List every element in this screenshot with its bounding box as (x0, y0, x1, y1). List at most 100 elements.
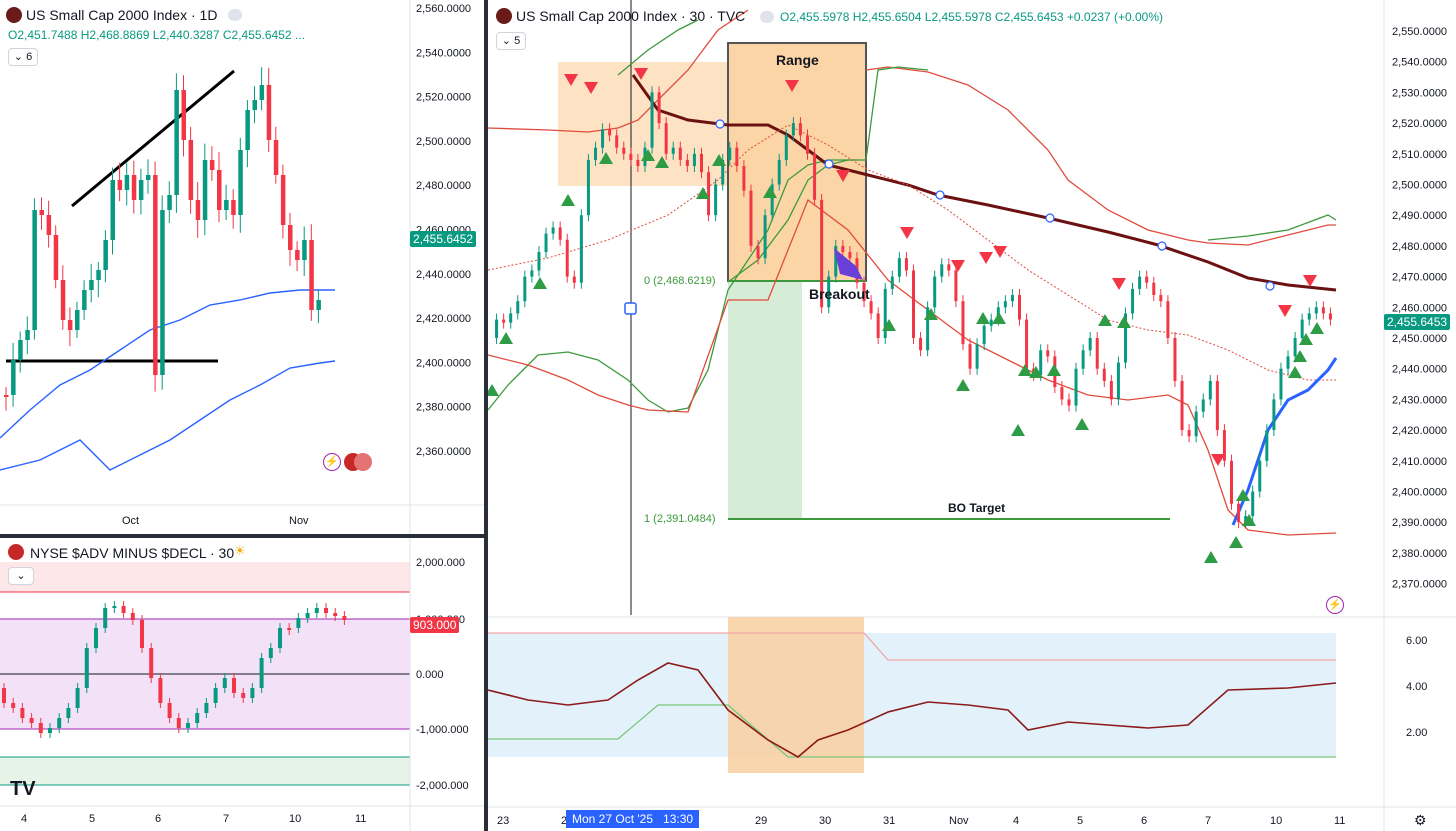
main-candle (968, 344, 972, 369)
breadth-candle (38, 723, 43, 733)
main-candle (678, 147, 682, 160)
main-candle (784, 135, 788, 160)
main-candle (1116, 362, 1120, 400)
breadth-chart-pane[interactable]: 2,000.0001,000.0000.000-1,000.000-2,000.… (0, 538, 484, 831)
breadth-candle (167, 703, 172, 718)
main-candle (558, 227, 562, 240)
main-chart-pane[interactable]: 2,550.0000 2,540.0000 2,530.0000 2,520.0000… (488, 0, 1456, 831)
buy-signal-marker (488, 384, 499, 396)
daily-candle (174, 90, 179, 195)
daily-chart-pane[interactable]: 2,560.0000 2,540.0000 2,520.0000 2,500.0000… (0, 0, 484, 534)
daily-candle (224, 200, 229, 210)
main-candle (1251, 491, 1255, 517)
breadth-candle (287, 628, 292, 630)
breadth-candle (84, 648, 89, 688)
dotted-midline (488, 124, 1336, 381)
main-x-tick: 23 (497, 815, 509, 827)
breadth-candle (232, 678, 236, 693)
daily-y-tick: 2,380.0000 (416, 402, 471, 414)
daily-candle (4, 395, 9, 397)
daily-indicators-toggle[interactable]: ⌄ 6 (8, 48, 38, 66)
tradingview-logo[interactable]: TV (10, 778, 36, 800)
eye-icon[interactable] (760, 11, 774, 23)
buy-signal-marker (1117, 316, 1131, 328)
daily-ohlc: O2,451.7488 H2,468.8869 L2,440.3287 C2,4… (8, 28, 305, 42)
breadth-candle (195, 713, 200, 723)
main-candle (1265, 430, 1269, 461)
main-x-tick: Nov (949, 815, 969, 827)
daily-y-tick: 2,540.0000 (416, 47, 471, 59)
main-y-tick: 2,400.0000 (1392, 487, 1447, 499)
breadth-y-tick: 0.000 (416, 669, 444, 681)
daily-candle (46, 215, 52, 235)
breadth-x-tick: 4 (21, 813, 27, 825)
breadth-candle (176, 718, 181, 728)
main-candle (1166, 301, 1170, 338)
breadth-y-tick: -2,000.000 (416, 780, 469, 792)
main-candle (1124, 313, 1127, 363)
us-flag-icon[interactable] (344, 453, 372, 471)
main-candle (1321, 307, 1325, 314)
breadth-candle (268, 648, 273, 658)
buy-signal-marker (992, 312, 1006, 324)
daily-candle (231, 200, 236, 215)
main-candle (798, 123, 802, 136)
sell-signal-marker (1303, 275, 1317, 287)
daily-candle (195, 200, 201, 220)
main-candle (1180, 380, 1184, 431)
buy-signal-marker (1018, 364, 1032, 376)
horizontal-divider[interactable] (0, 534, 484, 538)
buy-signal-marker (976, 312, 990, 324)
breadth-candle (48, 728, 52, 733)
sell-signal-marker (951, 260, 965, 272)
main-y-tick: 2,450.0000 (1392, 333, 1447, 345)
main-y-tick: 2,550.0000 (1392, 26, 1447, 38)
main-x-tick: 7 (1205, 815, 1211, 827)
main-y-tick: 2,480.0000 (1392, 241, 1447, 253)
daily-y-tick: 2,520.0000 (416, 92, 471, 104)
main-candle (989, 319, 993, 326)
breakout-green-fill (728, 281, 802, 519)
lightning-icon[interactable]: ⚡ (1326, 596, 1344, 614)
daily-candle (295, 250, 300, 260)
daily-candle (209, 160, 215, 170)
daily-candle (259, 85, 265, 100)
daily-chart-svg: 2,560.0000 2,540.0000 2,520.0000 2,500.0000… (0, 0, 484, 534)
upper-band-green-3 (1207, 214, 1337, 241)
daily-candle (25, 330, 30, 340)
eye-icon[interactable] (228, 9, 242, 21)
breadth-candle (75, 688, 80, 708)
sell-signal-marker (900, 227, 914, 239)
daily-candle (160, 210, 165, 375)
main-candle (1314, 307, 1318, 314)
breadth-candle (324, 608, 328, 613)
main-candle (495, 319, 499, 338)
settings-gear-icon[interactable]: ⚙ (1414, 812, 1427, 828)
osc-green-lower (488, 704, 1336, 758)
breadth-candle (342, 616, 347, 620)
main-candle (537, 252, 541, 271)
daily-candle (181, 90, 186, 140)
vertical-divider[interactable] (484, 0, 488, 831)
breadth-chart-svg: 2,000.0001,000.0000.000-1,000.000-2,000.… (0, 538, 484, 831)
breadth-x-tick: 6 (155, 813, 161, 825)
buy-signal-marker (1047, 364, 1061, 376)
main-y-tick: 2,490.0000 (1392, 210, 1447, 222)
breadth-collapse-button[interactable]: ⌄ (8, 567, 34, 585)
main-candle (1131, 288, 1135, 314)
main-candle (657, 92, 661, 124)
sell-signal-marker (1211, 454, 1225, 466)
main-candle (650, 92, 654, 148)
main-candle (629, 153, 633, 160)
main-y-tick: 2,420.0000 (1392, 425, 1447, 437)
daily-y-tick: 2,400.0000 (416, 357, 471, 369)
sell-signal-marker (634, 68, 648, 80)
lightning-icon[interactable]: ⚡ (323, 453, 341, 471)
main-indicators-toggle[interactable]: ⌄ 5 (496, 32, 526, 50)
breadth-candle (112, 606, 117, 608)
main-candle (1244, 516, 1248, 523)
breadth-candle (66, 708, 71, 718)
main-candle (1194, 411, 1198, 437)
rising-trendline (71, 69, 235, 208)
main-candle (904, 258, 908, 271)
